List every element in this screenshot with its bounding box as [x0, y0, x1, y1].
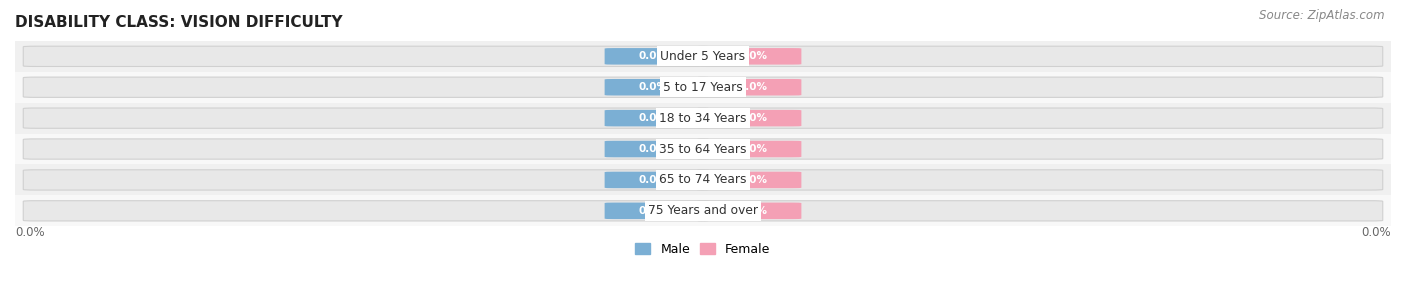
FancyBboxPatch shape [704, 172, 801, 188]
Bar [15, 134, 1391, 164]
FancyBboxPatch shape [697, 139, 1382, 159]
FancyBboxPatch shape [605, 48, 702, 65]
Text: 0.0%: 0.0% [638, 206, 668, 216]
FancyBboxPatch shape [24, 77, 709, 97]
Text: 0.0%: 0.0% [15, 226, 45, 239]
FancyBboxPatch shape [605, 110, 702, 126]
Text: 0.0%: 0.0% [1361, 226, 1391, 239]
Bar [15, 196, 1391, 226]
FancyBboxPatch shape [605, 79, 702, 95]
Text: 0.0%: 0.0% [738, 51, 768, 61]
Text: 0.0%: 0.0% [638, 175, 668, 185]
FancyBboxPatch shape [704, 141, 801, 157]
FancyBboxPatch shape [605, 172, 702, 188]
FancyBboxPatch shape [704, 79, 801, 95]
FancyBboxPatch shape [697, 108, 1382, 128]
Bar [15, 41, 1391, 72]
FancyBboxPatch shape [704, 203, 801, 219]
FancyBboxPatch shape [704, 48, 801, 65]
Text: 75 Years and over: 75 Years and over [648, 204, 758, 217]
Text: 0.0%: 0.0% [738, 144, 768, 154]
Text: Source: ZipAtlas.com: Source: ZipAtlas.com [1260, 9, 1385, 22]
Text: 0.0%: 0.0% [638, 113, 668, 123]
Text: 5 to 17 Years: 5 to 17 Years [664, 81, 742, 94]
FancyBboxPatch shape [697, 201, 1382, 221]
Text: 0.0%: 0.0% [638, 51, 668, 61]
FancyBboxPatch shape [697, 77, 1382, 97]
Text: 65 to 74 Years: 65 to 74 Years [659, 174, 747, 186]
Text: 0.0%: 0.0% [738, 175, 768, 185]
Text: 0.0%: 0.0% [738, 206, 768, 216]
FancyBboxPatch shape [697, 170, 1382, 190]
FancyBboxPatch shape [605, 203, 702, 219]
Bar [15, 103, 1391, 134]
FancyBboxPatch shape [24, 201, 709, 221]
Text: 18 to 34 Years: 18 to 34 Years [659, 112, 747, 125]
Text: DISABILITY CLASS: VISION DIFFICULTY: DISABILITY CLASS: VISION DIFFICULTY [15, 15, 343, 30]
FancyBboxPatch shape [24, 139, 709, 159]
Text: 0.0%: 0.0% [738, 82, 768, 92]
Bar [15, 164, 1391, 196]
Text: 0.0%: 0.0% [738, 113, 768, 123]
FancyBboxPatch shape [24, 170, 709, 190]
FancyBboxPatch shape [697, 46, 1382, 66]
Text: 35 to 64 Years: 35 to 64 Years [659, 142, 747, 156]
Text: 0.0%: 0.0% [638, 82, 668, 92]
Bar [15, 72, 1391, 103]
FancyBboxPatch shape [24, 108, 709, 128]
Text: 0.0%: 0.0% [638, 144, 668, 154]
FancyBboxPatch shape [704, 110, 801, 126]
Text: Under 5 Years: Under 5 Years [661, 50, 745, 63]
Legend: Male, Female: Male, Female [630, 238, 776, 261]
FancyBboxPatch shape [605, 141, 702, 157]
FancyBboxPatch shape [24, 46, 709, 66]
